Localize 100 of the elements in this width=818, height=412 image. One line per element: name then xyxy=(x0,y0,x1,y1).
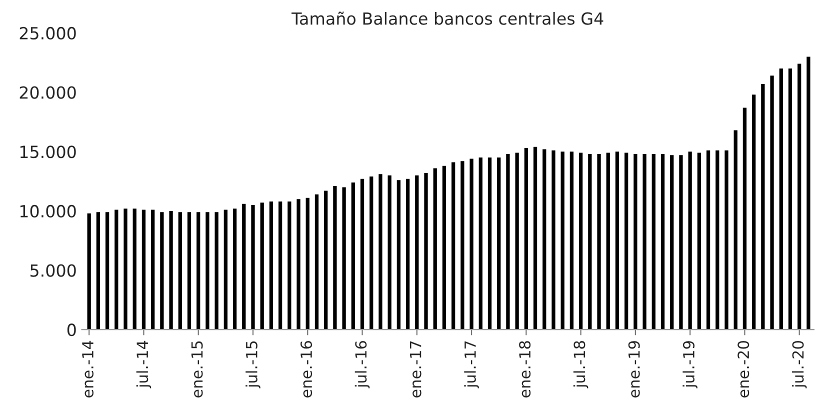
bar xyxy=(296,199,300,330)
bar xyxy=(342,187,346,330)
y-tick-label: 5.000 xyxy=(30,264,76,277)
bar xyxy=(269,201,274,330)
bar xyxy=(206,212,210,330)
bar xyxy=(688,152,692,330)
x-tick-label: ene.-19 xyxy=(628,341,640,398)
bar xyxy=(742,108,747,330)
bar xyxy=(497,158,501,330)
x-tick-label: jul.-20 xyxy=(792,341,807,388)
bar xyxy=(415,175,419,330)
x-tick-label: jul.-17 xyxy=(464,341,479,388)
chart-title: Tamaño Balance bancos centrales G4 xyxy=(292,12,604,25)
bar xyxy=(570,152,574,330)
bar xyxy=(132,208,136,330)
bar xyxy=(779,68,783,330)
bar xyxy=(169,210,173,330)
bar xyxy=(242,204,246,330)
bar xyxy=(670,155,674,330)
bar xyxy=(396,180,401,330)
bar xyxy=(451,162,456,330)
bar xyxy=(142,210,146,330)
bar xyxy=(533,146,538,330)
bar xyxy=(798,64,802,330)
bar xyxy=(515,152,519,330)
x-tick-label: jul.-19 xyxy=(682,341,698,388)
bar xyxy=(642,154,646,330)
bar xyxy=(542,149,546,330)
bar xyxy=(351,182,355,330)
bar xyxy=(151,210,155,330)
bar xyxy=(288,201,292,330)
bar xyxy=(306,198,310,330)
x-tick-label: jul.-14 xyxy=(136,340,152,388)
bar xyxy=(278,201,282,330)
bar xyxy=(96,212,100,330)
bar xyxy=(660,154,665,330)
x-tick-label: ene.-16 xyxy=(300,340,312,398)
bar xyxy=(333,186,337,330)
bar xyxy=(406,178,410,330)
bar xyxy=(506,154,510,330)
bar xyxy=(524,148,528,330)
bar xyxy=(214,212,218,330)
bar xyxy=(806,56,810,330)
x-tick-label: jul.-18 xyxy=(573,341,588,388)
bar xyxy=(370,176,374,330)
bar xyxy=(478,158,482,330)
bar xyxy=(615,152,620,330)
y-tick-label: 10.000 xyxy=(20,204,76,218)
bar xyxy=(724,150,728,330)
y-tick-label: 20.000 xyxy=(20,86,76,99)
y-tick-label: 0 xyxy=(67,324,76,336)
bar xyxy=(196,212,200,330)
bar xyxy=(606,152,610,330)
bar xyxy=(716,150,720,330)
bar xyxy=(679,155,683,330)
bar xyxy=(588,154,592,330)
bar xyxy=(770,76,774,330)
bar xyxy=(388,175,392,330)
bar xyxy=(470,158,474,330)
x-tick-label: ene.-15 xyxy=(191,341,203,398)
bar xyxy=(178,212,182,330)
bar xyxy=(552,150,556,330)
bar xyxy=(124,208,128,330)
bar xyxy=(378,174,382,330)
bar xyxy=(105,212,110,330)
x-tick-label: ene.-20 xyxy=(738,341,750,398)
x-tick-label: ene.-14 xyxy=(82,340,94,398)
bar xyxy=(424,172,428,330)
bar xyxy=(232,208,237,330)
bar xyxy=(324,190,328,330)
bar xyxy=(114,210,118,330)
y-tick-label: 25.000 xyxy=(20,26,76,40)
bar xyxy=(260,202,264,330)
bar xyxy=(597,154,601,330)
bar xyxy=(752,94,756,330)
bar xyxy=(160,212,164,330)
bar xyxy=(624,152,628,330)
bar xyxy=(560,152,564,330)
bar xyxy=(442,166,446,330)
bar xyxy=(488,158,492,330)
x-tick-label: ene.-17 xyxy=(410,341,422,398)
bar xyxy=(87,213,91,330)
x-tick-label: jul.-16 xyxy=(354,340,370,388)
bar xyxy=(433,168,437,330)
bar xyxy=(314,194,319,330)
bar xyxy=(697,152,701,330)
bar xyxy=(187,212,192,330)
bar xyxy=(761,84,765,330)
x-tick-label: jul.-15 xyxy=(246,341,260,388)
bar xyxy=(634,154,638,330)
bar xyxy=(734,130,738,330)
bar xyxy=(706,150,710,330)
bar xyxy=(788,68,792,330)
bar xyxy=(224,210,228,330)
x-tick-label: ene.-18 xyxy=(519,341,531,398)
bar xyxy=(251,205,255,330)
bar xyxy=(460,161,464,330)
bar xyxy=(360,178,364,330)
bar xyxy=(578,152,583,330)
bar xyxy=(652,154,656,330)
